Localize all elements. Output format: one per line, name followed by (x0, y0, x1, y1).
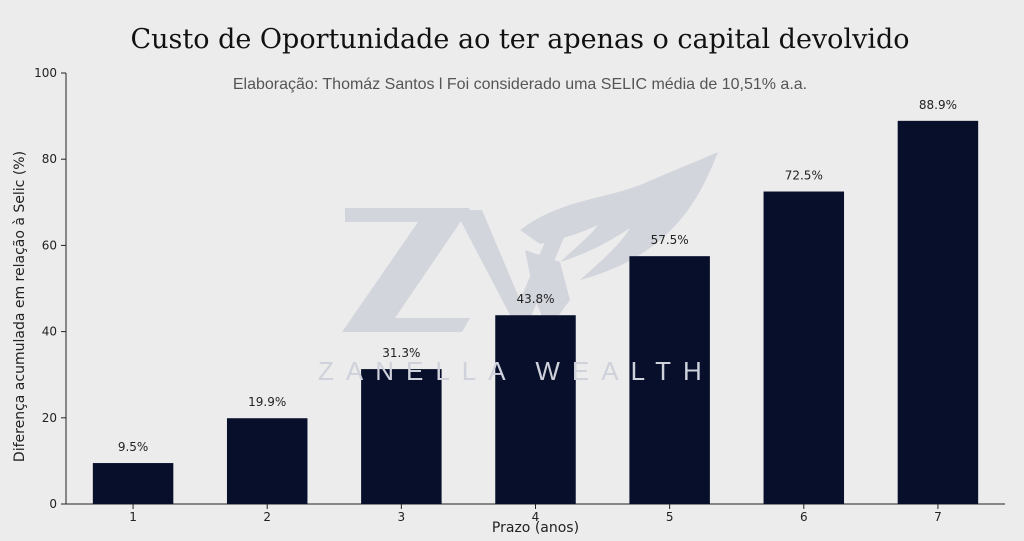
y-tick-label: 60 (42, 238, 57, 252)
bar (226, 418, 308, 504)
watermark-text: ZANELLA WEALTH (318, 356, 714, 386)
y-axis-label: Diferença acumulada em relação à Selic (… (12, 151, 28, 462)
y-tick-label: 20 (42, 411, 57, 425)
data-label: 31.3% (382, 346, 420, 360)
y-tick-label: 80 (42, 152, 57, 166)
x-tick-label: 5 (666, 510, 674, 524)
data-label: 72.5% (785, 169, 823, 183)
zw-eagle-logo-icon (342, 152, 718, 338)
chart-subtitle: Elaboração: Thomáz Santos l Foi consider… (232, 76, 808, 93)
y-tick-label: 0 (49, 497, 57, 511)
bar (495, 315, 576, 504)
x-tick-label: 2 (263, 510, 271, 524)
data-label: 9.5% (118, 440, 149, 454)
bar (897, 120, 979, 504)
x-tick-label: 4 (532, 510, 540, 524)
bar (629, 256, 710, 504)
data-label: 88.9% (919, 98, 957, 112)
y-tick-label: 100 (34, 66, 57, 80)
x-axis-label: Prazo (anos) (492, 520, 579, 536)
data-label: 57.5% (651, 233, 689, 247)
bar (361, 369, 442, 504)
bar (763, 191, 845, 504)
chart-title: Custo de Oportunidade ao ter apenas o ca… (130, 24, 910, 55)
x-tick-label: 3 (398, 510, 406, 524)
bar (92, 463, 174, 504)
x-tick-label: 7 (934, 510, 942, 524)
x-tick-label: 6 (800, 510, 808, 524)
x-tick-label: 1 (129, 510, 137, 524)
data-label: 19.9% (248, 395, 286, 409)
data-label: 43.8% (516, 292, 554, 306)
y-tick-label: 40 (42, 325, 57, 339)
